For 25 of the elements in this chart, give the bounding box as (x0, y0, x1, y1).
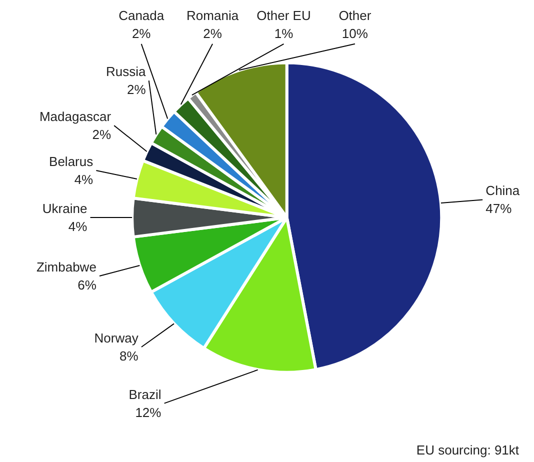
data-label: 10% (342, 26, 368, 41)
data-label: 6% (78, 277, 97, 292)
slice-label: China (486, 183, 520, 198)
slice-label: Madagascar (39, 109, 112, 124)
slice-label: Zimbabwe (36, 259, 96, 274)
data-label: 4% (68, 219, 88, 234)
data-label: 47% (486, 201, 512, 216)
data-label: 2% (132, 26, 152, 41)
slice-label: Norway (94, 330, 139, 346)
data-label: 12% (135, 404, 162, 420)
data-label: 2% (92, 127, 112, 142)
slice-label: Canada (118, 8, 165, 23)
slice-label: Russia (106, 64, 147, 80)
data-label: 4% (74, 172, 94, 188)
slice-label: Brazil (128, 386, 162, 402)
data-label: 2% (126, 82, 146, 98)
data-label: 8% (120, 348, 139, 364)
slice-label: Belarus (49, 154, 94, 170)
slice-label: Other EU (256, 8, 311, 23)
data-label: 2% (203, 26, 222, 41)
slice-label: Other (338, 8, 372, 23)
text: EU sourcing: 91kt (416, 442, 520, 458)
slice-label: Romania (186, 8, 240, 23)
slice-label: Ukraine (42, 201, 88, 216)
data-label: 1% (274, 26, 294, 41)
